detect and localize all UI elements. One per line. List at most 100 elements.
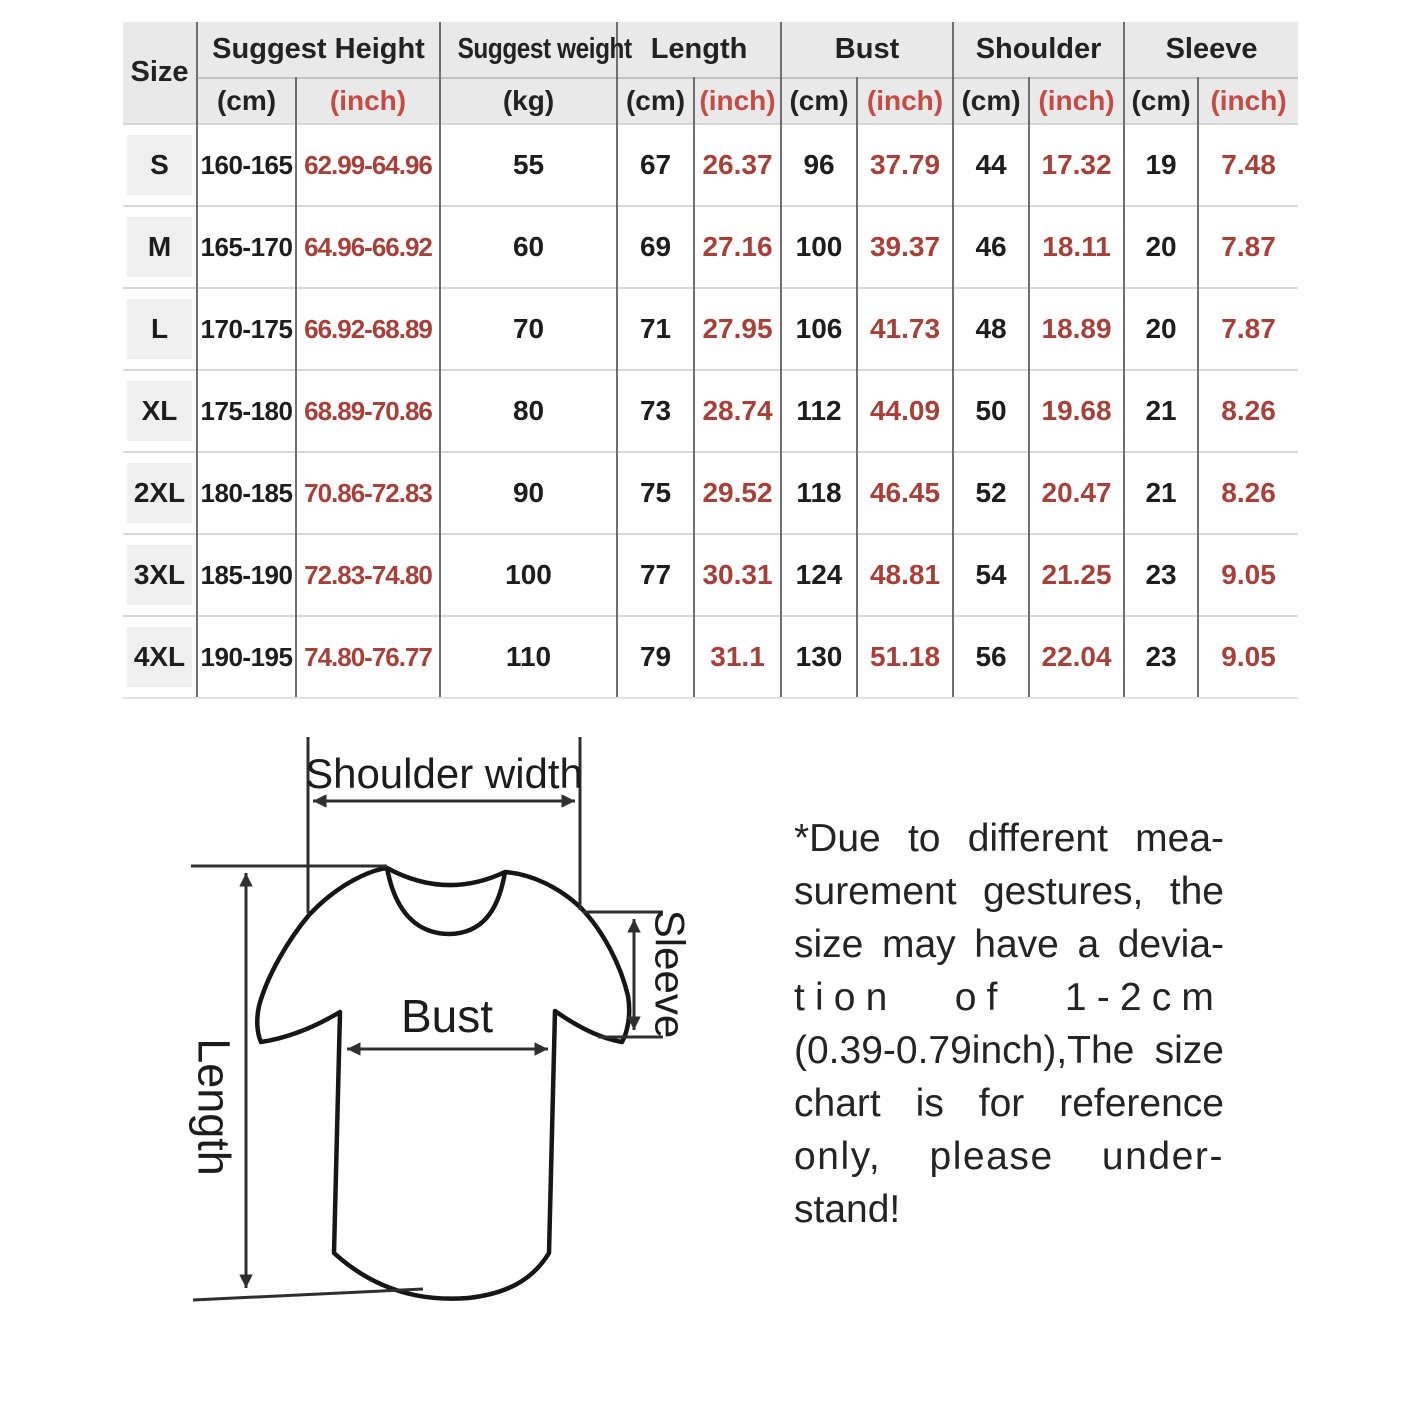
table-cell: 44 — [953, 123, 1031, 206]
table-cell: 124 — [781, 533, 859, 616]
table-cell: 7.87 — [1198, 205, 1299, 288]
table-row: 2XL 180-185 70.86-72.83 90 75 29.52 118 46.45 52… — [123, 451, 1299, 534]
header-unit: (cm) — [953, 77, 1031, 124]
table-cell: 29.52 — [694, 451, 783, 534]
table-cell: 54 — [953, 533, 1031, 616]
disclaimer-line: *Due to different mea- — [794, 817, 1224, 860]
table-cell: 17.32 — [1029, 123, 1126, 206]
header-unit: (kg) — [440, 77, 619, 124]
size-label: L — [127, 299, 192, 359]
disclaimer-line: chart is for reference — [794, 1082, 1224, 1125]
table-cell: 23 — [1124, 615, 1200, 699]
table-cell: 41.73 — [857, 287, 955, 370]
table-cell: 20 — [1124, 205, 1200, 288]
size-label: S — [127, 135, 192, 195]
table-cell: 39.37 — [857, 205, 955, 288]
table-cell: 44.09 — [857, 369, 955, 452]
shoulder-width-label: Shoulder width — [305, 750, 583, 797]
table-cell: 90 — [440, 451, 619, 534]
table-cell: 69 — [617, 205, 696, 288]
table-cell: 9.05 — [1198, 533, 1299, 616]
table-cell: 62.99-64.96 — [296, 123, 442, 206]
size-label: 2XL — [127, 463, 192, 523]
table-cell: 7.48 — [1198, 123, 1299, 206]
table-cell: 18.11 — [1029, 205, 1126, 288]
table-cell: 67 — [617, 123, 696, 206]
header-group: Sleeve — [1124, 22, 1299, 78]
table-cell: 68.89-70.86 — [296, 369, 442, 452]
header-group-label: Bust — [834, 33, 900, 65]
table-body: S 160-165 62.99-64.96 55 67 26.37 96 37.79 44 17.… — [123, 123, 1299, 699]
length-label: Length — [189, 1038, 240, 1176]
table-cell: 51.18 — [857, 615, 955, 699]
header-group-label: Sleeve — [1165, 33, 1258, 65]
table-cell: 9.05 — [1198, 615, 1299, 699]
table-cell: 19.68 — [1029, 369, 1126, 452]
table-cell: 55 — [440, 123, 619, 206]
table-cell: 170-175 — [197, 287, 297, 370]
header-size: Size — [123, 22, 198, 124]
disclaimer-line: tion of 1-2cm — [794, 976, 1224, 1019]
table-cell: 185-190 — [197, 533, 297, 616]
header-unit: (inch) — [1198, 77, 1299, 124]
header-unit: (inch) — [857, 77, 955, 124]
table-row: XL 175-180 68.89-70.86 80 73 28.74 112 44.09 50 1… — [123, 369, 1299, 452]
table-cell: 100 — [440, 533, 619, 616]
size-cell: 3XL — [123, 533, 198, 616]
table-cell: 52 — [953, 451, 1031, 534]
header-group: Length — [617, 22, 783, 78]
disclaimer-line: (0.39-0.79inch),The size — [794, 1029, 1224, 1072]
table-cell: 96 — [781, 123, 859, 206]
table-cell: 30.31 — [694, 533, 783, 616]
table-cell: 75 — [617, 451, 696, 534]
table-cell: 70.86-72.83 — [296, 451, 442, 534]
table-cell: 7.87 — [1198, 287, 1299, 370]
header-group-label: Suggest Height — [212, 33, 425, 65]
tshirt-outline — [255, 865, 632, 1301]
table-cell: 106 — [781, 287, 859, 370]
size-cell: M — [123, 205, 198, 288]
table-cell: 130 — [781, 615, 859, 699]
header-group-label: Length — [650, 33, 748, 65]
table-cell: 37.79 — [857, 123, 955, 206]
header-group: Bust — [781, 22, 955, 78]
header-unit: (inch) — [1029, 77, 1126, 124]
table-cell: 180-185 — [197, 451, 297, 534]
table-row: 4XL 190-195 74.80-76.77 110 79 31.1 130 51.18 56… — [123, 615, 1299, 699]
table-cell: 23 — [1124, 533, 1200, 616]
disclaimer: *Due to different mea-surement gestures,… — [794, 812, 1224, 1236]
table-cell: 20 — [1124, 287, 1200, 370]
table-cell: 79 — [617, 615, 696, 699]
header-unit: (inch) — [296, 77, 442, 124]
table-cell: 27.16 — [694, 205, 783, 288]
table-cell: 50 — [953, 369, 1031, 452]
header-unit: (cm) — [781, 77, 859, 124]
size-cell: 4XL — [123, 615, 198, 699]
table-row: 3XL 185-190 72.83-74.80 100 77 30.31 124 48.81 5… — [123, 533, 1299, 616]
table-cell: 100 — [781, 205, 859, 288]
disclaimer-line: size may have a devia- — [794, 923, 1224, 966]
table-cell: 71 — [617, 287, 696, 370]
length-ext-line-bottom — [192, 1287, 424, 1302]
table-cell: 56 — [953, 615, 1031, 699]
table-cell: 28.74 — [694, 369, 783, 452]
table-cell: 48.81 — [857, 533, 955, 616]
header-group: Shoulder — [953, 22, 1126, 78]
table-cell: 112 — [781, 369, 859, 452]
header-group-label: Suggest weight — [457, 33, 633, 65]
table-cell: 118 — [781, 451, 859, 534]
table-row: M 165-170 64.96-66.92 60 69 27.16 100 39.37 46 18… — [123, 205, 1299, 288]
header-unit: (cm) — [197, 77, 297, 124]
table-cell: 20.47 — [1029, 451, 1126, 534]
header-unit: (inch) — [694, 77, 783, 124]
table-cell: 70 — [440, 287, 619, 370]
header-unit: (cm) — [1124, 77, 1200, 124]
table-cell: 60 — [440, 205, 619, 288]
size-label: M — [127, 217, 192, 277]
table-cell: 19 — [1124, 123, 1200, 206]
table-cell: 66.92-68.89 — [296, 287, 442, 370]
table-cell: 27.95 — [694, 287, 783, 370]
table-cell: 80 — [440, 369, 619, 452]
table-cell: 64.96-66.92 — [296, 205, 442, 288]
table-cell: 21 — [1124, 369, 1200, 452]
